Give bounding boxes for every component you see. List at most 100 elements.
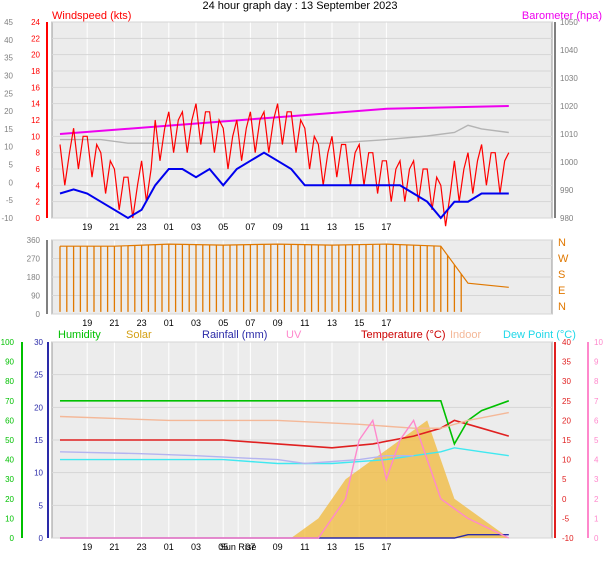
x-tick-label: 23 [137,318,147,328]
outer-tick-label: 45 [4,18,13,27]
temperature-tick-label: 40 [562,338,571,347]
windspeed-tick-label: 8 [36,149,41,158]
x-tick-label: 09 [273,542,283,552]
humidity-tick-label: 80 [5,377,14,386]
rainfall-label: Rainfall (mm) [202,329,267,341]
x-tick-label: 23 [137,542,147,552]
outer-tick-label: 0 [9,178,14,187]
outer-tick-label: -10 [1,214,13,223]
windspeed-tick-label: 14 [31,100,40,109]
x-tick-label: 21 [109,222,119,232]
uv-line [60,418,510,539]
barometer-tick-label: 990 [560,186,574,195]
page-title: 24 hour graph day : 13 September 2023 [202,0,397,12]
x-tick-label: 17 [381,542,391,552]
wind-direction-spikes [59,244,462,312]
x-tick-label: 15 [354,542,364,552]
humidity-tick-label: 50 [5,436,14,445]
x-tick-label: 07 [245,222,255,232]
compass-label: E [558,285,565,297]
humidity-label: Humidity [58,329,101,341]
humidity-tick-label: 60 [5,416,14,425]
humidity-indoor-line [59,451,414,465]
x-tick-label: 15 [354,318,364,328]
rainfall-tick-label: 0 [39,534,44,543]
rainfall-tick-label: 30 [34,338,43,347]
outer-tick-label: -5 [6,196,14,205]
humidity-tick-label: 0 [10,534,15,543]
barometer-detail-line [60,124,509,144]
uv-tick-label: 7 [594,397,599,406]
direction-tick-label: 180 [27,273,41,282]
windspeed-tick-label: 24 [31,18,40,27]
windspeed-tick-label: 12 [31,116,40,125]
wind-axes: 19 21 23 01 03 05 07 09 11 13 15 170246810121416182… [1,18,578,232]
temperature-tick-label: 0 [562,495,567,504]
x-tick-label: 05 [218,542,228,552]
windspeed-tick-label: 18 [31,67,40,76]
temperature-tick-label: 5 [562,475,567,484]
outer-tick-label: 20 [4,107,13,116]
direction-tick-label: 90 [31,292,40,301]
x-tick-label: 17 [381,222,391,232]
uv-tick-label: 4 [594,456,599,465]
outer-tick-label: 40 [4,36,13,45]
humidity-tick-label: 90 [5,358,14,367]
humidity-tick-label: 30 [5,475,14,484]
temperature-c-line [60,419,510,449]
barometer-tick-label: 1020 [560,102,578,111]
compass-label: S [558,269,565,281]
x-tick-label: 19 [82,318,92,328]
uv-tick-label: 8 [594,377,599,386]
uv-tick-label: 1 [594,514,599,523]
rainfall-tick-label: 25 [34,371,43,380]
wind-panel: Windspeed (kts) Barometer (hpa) 19 21 23 01… [1,10,602,232]
temperature-tick-label: 15 [562,436,571,445]
barometer-tick-label: 1000 [560,158,578,167]
windspeed-tick-label: 6 [36,165,41,174]
uv-tick-label: 5 [594,436,599,445]
temp-panel: Humidity Solar Rainfall (mm) UV Temperat… [1,329,604,552]
compass-label: W [558,253,569,265]
barometer-tick-label: 1030 [560,74,578,83]
x-tick-label: 09 [273,318,283,328]
x-tick-label: 13 [327,542,337,552]
dew-point-c-line [60,447,509,465]
x-tick-label: 11 [300,222,309,232]
x-tick-label: 23 [137,222,147,232]
indoor-line [59,411,509,429]
temperature-tick-label: 25 [562,397,571,406]
barometer-tick-label: 1010 [560,130,578,139]
x-tick-label: Sun Rise [220,542,257,552]
direction-series [59,243,509,312]
outer-tick-label: 10 [4,143,13,152]
outer-tick-label: 5 [9,161,14,170]
x-tick-label: 21 [109,318,119,328]
x-tick-label: 21 [109,542,119,552]
windspeed-tick-label: 4 [36,181,41,190]
x-tick-label: 13 [327,222,337,232]
rainfall-tick-label: 10 [34,469,43,478]
windspeed-gust-line [59,103,510,227]
rainfall-tick-label: 20 [34,403,43,412]
x-tick-label: 03 [191,318,201,328]
uv-tick-label: 2 [594,495,599,504]
x-tick-label: 07 [245,542,255,552]
barometer-line [59,105,509,135]
x-tick-label: 01 [164,542,174,552]
windspeed-avg-line [59,151,509,220]
windspeed-tick-label: 2 [36,198,41,207]
temperature-tick-label: -5 [562,514,570,523]
x-tick-label: 19 [82,222,92,232]
temperature-tick-label: -10 [562,534,574,543]
uv-tick-label: 0 [594,534,599,543]
temperature-label: Temperature (°C) [361,329,445,341]
compass-label: N [558,237,566,249]
humidity-tick-label: 10 [5,514,14,523]
barometer-tick-label: 1040 [560,46,578,55]
temp-series [59,399,510,539]
humidity-line [60,399,510,446]
outer-tick-label: 25 [4,89,13,98]
x-tick-label: 11 [300,318,309,328]
uv-label: UV [286,329,302,341]
